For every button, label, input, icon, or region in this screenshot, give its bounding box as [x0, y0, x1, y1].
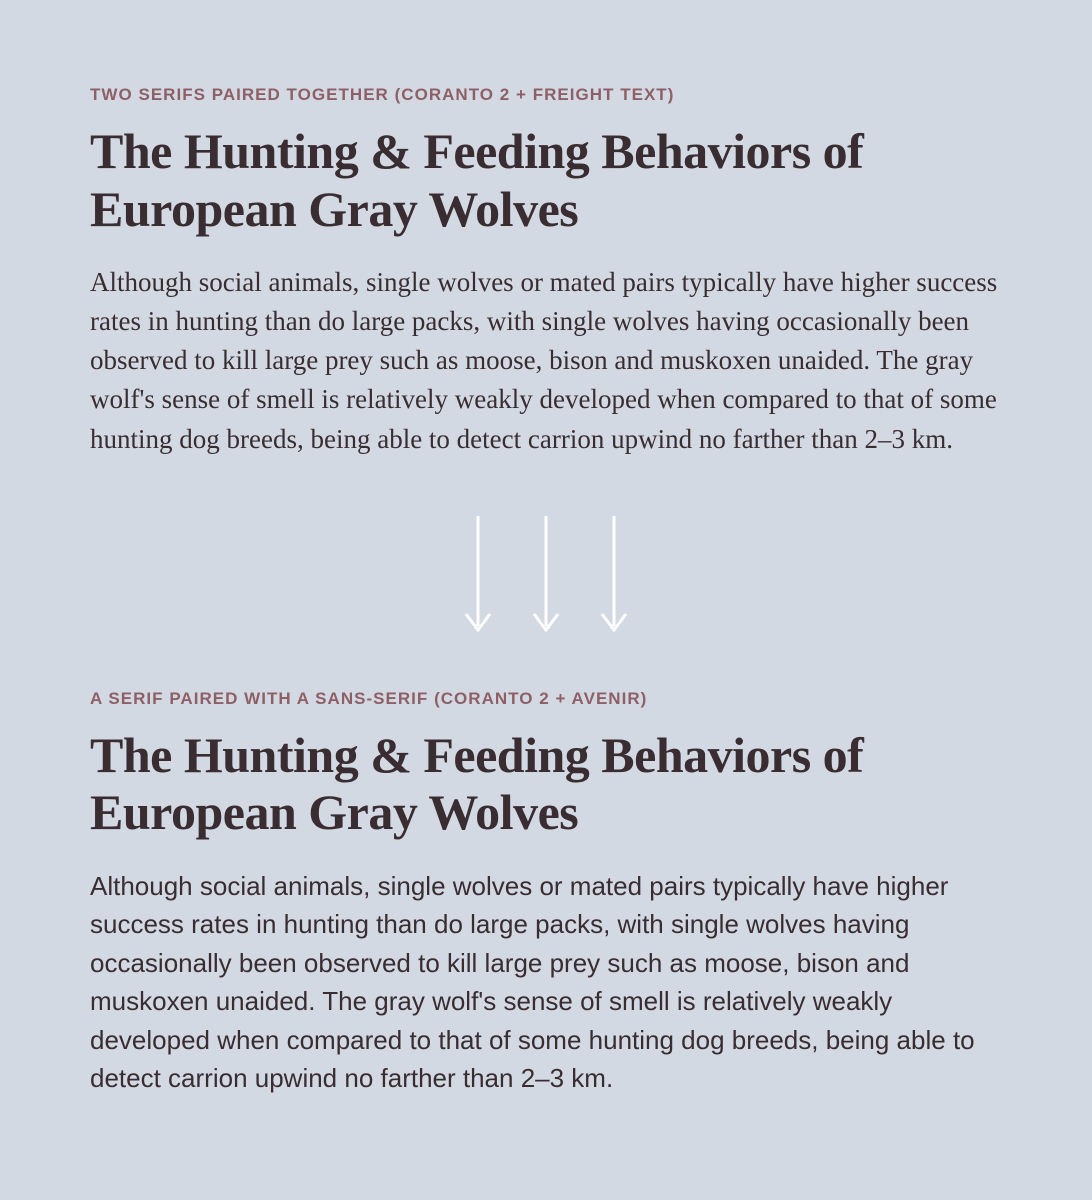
arrow-down-icon [531, 514, 561, 634]
eyebrow-label: Two serifs paired together (Coranto 2 + … [90, 85, 1002, 105]
section-serif-sans: A serif paired with a sans-serif (Corant… [90, 689, 1002, 1098]
body-text-sans: Although social animals, single wolves o… [90, 867, 1002, 1098]
arrow-down-icon [463, 514, 493, 634]
headline: The Hunting & Feeding Behaviors of Europ… [90, 123, 1002, 238]
arrows-divider [90, 514, 1002, 634]
eyebrow-label: A serif paired with a sans-serif (Corant… [90, 689, 1002, 709]
headline: The Hunting & Feeding Behaviors of Europ… [90, 727, 1002, 842]
body-text-serif: Although social animals, single wolves o… [90, 263, 1002, 459]
arrow-down-icon [599, 514, 629, 634]
section-serif-serif: Two serifs paired together (Coranto 2 + … [90, 85, 1002, 459]
